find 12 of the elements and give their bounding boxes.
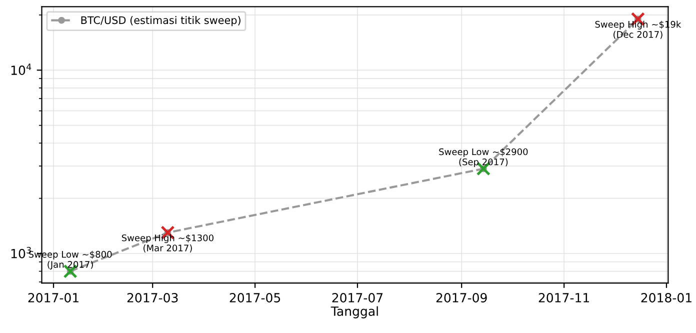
- annotation: Sweep High ~$1300 (Mar 2017): [122, 234, 214, 252]
- legend-label: BTC/USD (estimasi titik sweep): [81, 16, 240, 26]
- x-tick-label: 2017-05: [230, 292, 280, 302]
- x-tick-label: 2017-09: [436, 292, 487, 302]
- annotation: Sweep Low ~$2900 (Sep 2017): [439, 148, 528, 168]
- x-axis-title: Tanggal: [330, 306, 378, 318]
- x-tick-label: 2017-01: [28, 292, 78, 302]
- x-tick-label: 2017-07: [332, 292, 383, 302]
- x-tick-label: 2017-11: [538, 292, 589, 302]
- y-tick-label: 10$^{4}$: [11, 64, 32, 76]
- x-tick-label: 2018-01: [641, 292, 692, 302]
- x-tick-label: 2017-03: [127, 292, 178, 302]
